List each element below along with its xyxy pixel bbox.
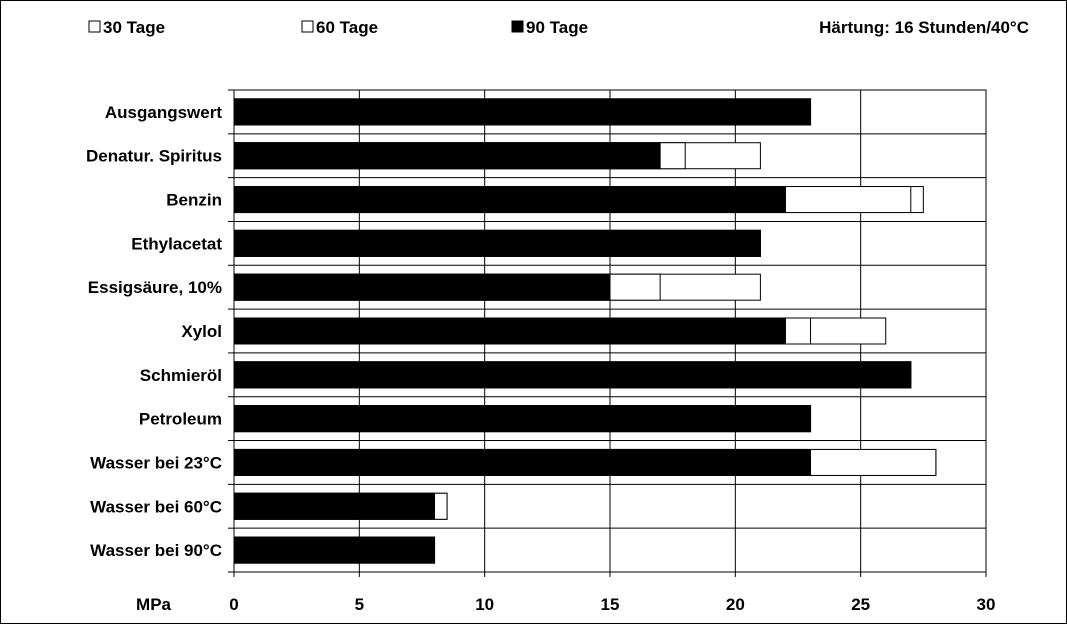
bar-90-tage-ethylacetat [233,229,761,257]
legend: 30 Tage 60 Tage 90 Tage Härtung: 16 Stun… [88,18,1029,37]
category-label-essigsäure-10: Essigsäure, 10% [88,278,222,297]
x-tick-label-25: 25 [851,595,870,614]
bar-90-tage-denatur-spiritus [233,142,661,170]
legend-swatch-90-tage [511,20,524,33]
bar-90-tage-ausgangswert [233,98,812,126]
bar-90-tage-essigsäure-10 [233,273,611,301]
category-labels: Ausgangswert Denatur. Spiritus Benzin Ethyl… [86,103,222,560]
bar-90-tage-petroleum [233,405,812,433]
curing-annotation: Härtung: 16 Stunden/40°C [819,18,1029,37]
bar-90-tage-wasser-bei-90-c [233,536,436,564]
legend-swatch-30-tage [88,20,101,33]
bar-90-tage-xylol [233,317,786,345]
x-tick-label-0: 0 [229,595,238,614]
x-tick-label-5: 5 [355,595,364,614]
bar-90-tage-wasser-bei-60-c [233,492,436,520]
category-label-wasser-bei-90-c: Wasser bei 90°C [90,541,222,560]
category-label-ethylacetat: Ethylacetat [131,234,222,253]
x-tick-label-15: 15 [601,595,620,614]
category-label-xylol: Xylol [181,322,222,341]
x-axis-tick-labels: MPa 0 5 10 15 20 25 30 [136,595,995,614]
bar-90-tage-schmieröl [233,361,912,389]
category-label-wasser-bei-60-c: Wasser bei 60°C [90,497,222,516]
category-label-benzin: Benzin [166,191,222,210]
category-label-wasser-bei-23-c: Wasser bei 23°C [90,453,222,472]
legend-label-30-tage: 30 Tage [103,18,165,37]
bar-90-tage-benzin [233,186,786,214]
category-label-ausgangswert: Ausgangswert [105,103,222,122]
bar-90-tage-wasser-bei-23-c [233,448,812,476]
category-label-petroleum: Petroleum [139,410,222,429]
category-label-denatur-spiritus: Denatur. Spiritus [86,147,222,166]
plot-area [228,89,987,577]
x-tick-label-30: 30 [977,595,996,614]
x-tick-label-20: 20 [726,595,745,614]
legend-swatch-60-tage [301,20,314,33]
category-label-schmieröl: Schmieröl [140,366,222,385]
x-axis-unit-label: MPa [136,595,172,614]
legend-label-60-tage: 60 Tage [316,18,378,37]
x-tick-label-10: 10 [475,595,494,614]
legend-label-90-tage: 90 Tage [526,18,588,37]
